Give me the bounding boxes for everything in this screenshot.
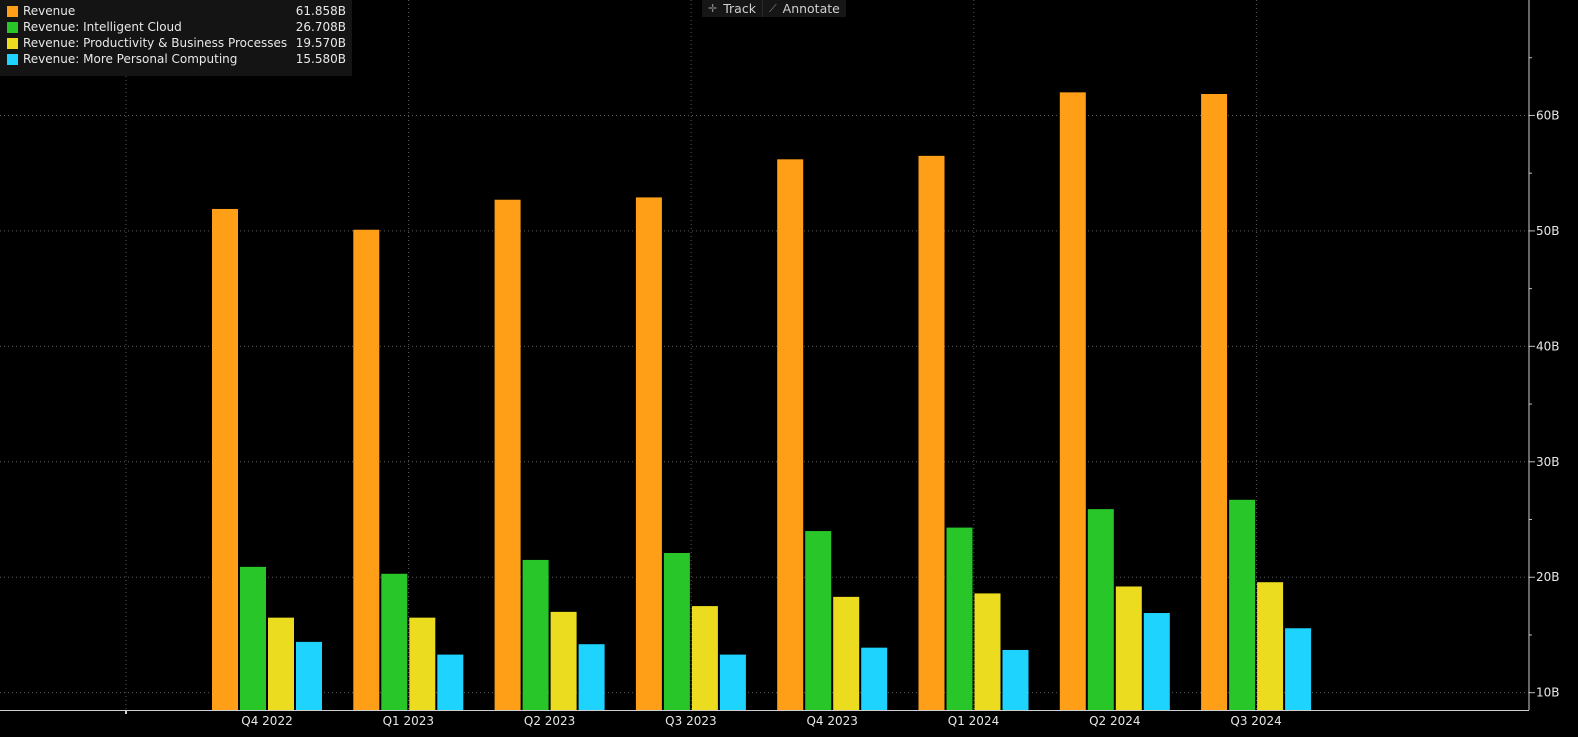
legend-label: Revenue <box>23 4 76 18</box>
x-tick-label: Q2 2024 <box>1089 714 1140 728</box>
x-tick-label: Q1 2024 <box>948 714 999 728</box>
bar <box>1059 92 1086 710</box>
bars <box>212 92 1312 711</box>
annotate-button[interactable]: ⟋ Annotate <box>763 0 846 17</box>
bar <box>381 573 408 710</box>
pencil-icon: ⟋ <box>768 1 777 15</box>
legend-swatch <box>7 53 18 65</box>
bar <box>494 199 521 710</box>
y-tick-label: 50B <box>1536 224 1560 238</box>
legend-item-personal-computing[interactable]: Revenue: More Personal Computing 15.580B <box>0 51 352 67</box>
legend-item-intelligent-cloud[interactable]: Revenue: Intelligent Cloud 26.708B <box>0 19 352 35</box>
x-tick-label: Q4 2023 <box>806 714 857 728</box>
bar <box>861 647 888 710</box>
bar <box>437 654 464 710</box>
bar <box>353 229 380 710</box>
legend-value: 19.570B <box>295 36 346 50</box>
bar <box>522 559 549 710</box>
bar <box>1002 649 1029 710</box>
bar <box>1115 586 1142 710</box>
bar <box>1143 613 1170 710</box>
bar <box>409 617 436 710</box>
legend-value: 26.708B <box>295 20 346 34</box>
legend-value: 61.858B <box>295 4 346 18</box>
bar <box>268 617 294 710</box>
annotate-label: Annotate <box>782 1 840 16</box>
bar <box>296 641 322 710</box>
bar <box>918 155 945 711</box>
bar <box>1229 499 1256 710</box>
legend-swatch <box>7 37 18 49</box>
bar <box>578 644 605 710</box>
legend: Revenue 61.858B Revenue: Intelligent Clo… <box>0 0 352 76</box>
legend-item-revenue[interactable]: Revenue 61.858B <box>0 3 352 19</box>
bar <box>691 606 718 710</box>
bar <box>833 596 860 710</box>
bar <box>946 527 973 710</box>
bar <box>719 654 746 710</box>
y-tick-label: 40B <box>1536 339 1560 353</box>
y-tick-label: 60B <box>1536 108 1560 122</box>
x-tick-labels: Q4 2022 Q1 2023 Q2 2023 Q3 2023 Q4 2023 Q1 20… <box>241 714 1282 728</box>
x-tick-label: Q3 2023 <box>665 714 716 728</box>
x-tick-label: Q1 2023 <box>383 714 434 728</box>
x-tick-label: Q3 2024 <box>1230 714 1281 728</box>
track-button[interactable]: ✛ Track <box>702 0 762 17</box>
bar <box>974 593 1001 710</box>
grid-lines <box>0 0 1529 710</box>
legend-label: Revenue: More Personal Computing <box>23 52 238 66</box>
toolbar-divider <box>761 0 763 17</box>
y-tick-label: 20B <box>1536 570 1560 584</box>
y-tick-label: 10B <box>1536 686 1560 700</box>
axes <box>0 0 1535 714</box>
bar <box>1087 509 1114 710</box>
track-label: Track <box>723 1 756 16</box>
bar <box>635 197 662 711</box>
y-tick-label: 30B <box>1536 455 1560 469</box>
bar <box>805 531 832 710</box>
y-tick-labels: 10B 20B 30B 40B 50B 60B <box>1536 108 1560 699</box>
bar <box>1201 93 1228 710</box>
bar <box>550 611 577 710</box>
legend-swatch <box>7 21 18 33</box>
crosshair-icon: ✛ <box>708 2 718 15</box>
legend-swatch <box>7 5 18 17</box>
bar <box>212 208 238 710</box>
legend-label: Revenue: Productivity & Business Process… <box>23 36 288 50</box>
legend-label: Revenue: Intelligent Cloud <box>23 20 182 34</box>
bar <box>777 159 804 710</box>
bar <box>240 566 266 710</box>
chart-toolbar: ✛ Track ⟋ Annotate <box>702 0 846 17</box>
bar <box>1257 582 1284 710</box>
bar <box>663 552 690 710</box>
x-tick-label: Q2 2023 <box>524 714 575 728</box>
legend-item-productivity[interactable]: Revenue: Productivity & Business Process… <box>0 35 352 51</box>
x-tick-label: Q4 2022 <box>241 714 292 728</box>
bar <box>1285 628 1312 710</box>
legend-value: 15.580B <box>295 52 346 66</box>
